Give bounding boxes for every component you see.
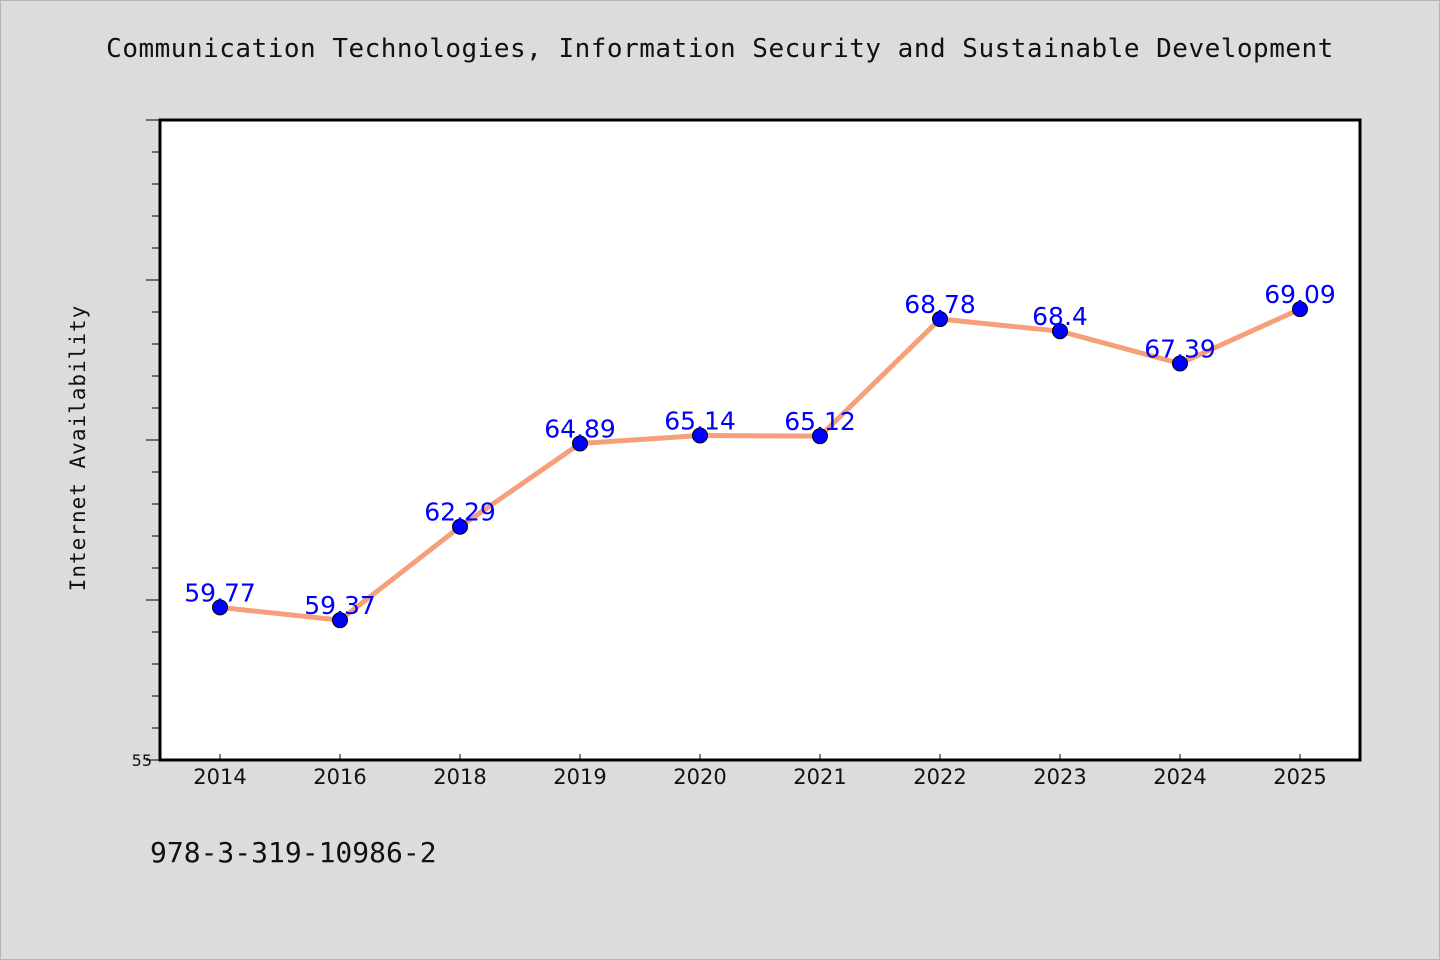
x-tick-label: 2025: [1273, 765, 1326, 789]
x-axis-ticks: 2014 2016 2018 2019 2020 2021 2022 2023 2024 2025: [193, 754, 1327, 789]
data-label: 59.37: [304, 591, 376, 620]
isbn-code: 978-3-319-10986-2: [150, 836, 437, 869]
data-label: 65.14: [664, 407, 736, 436]
data-label: 59.77: [184, 578, 256, 607]
data-point: [812, 428, 828, 445]
data-point: [452, 518, 468, 535]
data-label: 68.78: [904, 290, 976, 319]
series-layer: 59.77 59.37 62.29 64.89 65.14 65.12 68.78 68.4 6…: [184, 280, 1336, 629]
x-tick-label: 2023: [1033, 765, 1086, 789]
data-label: 68.4: [1032, 302, 1088, 331]
x-tick-label: 2020: [673, 765, 726, 789]
x-tick-label: 2024: [1153, 765, 1206, 789]
x-tick-label: 2018: [433, 765, 486, 789]
data-point: [1292, 301, 1308, 318]
x-tick-label: 2022: [913, 765, 966, 789]
data-label: 65.12: [784, 407, 856, 436]
data-point: [932, 311, 948, 328]
y-tick-label: 55: [132, 751, 152, 770]
data-label: 62.29: [424, 498, 496, 527]
data-point: [572, 435, 588, 452]
series-line: [219, 306, 1302, 623]
x-tick-label: 2019: [553, 765, 606, 789]
y-axis-ticks: 55: [132, 119, 160, 770]
data-point: [1052, 323, 1068, 340]
data-point: [212, 599, 228, 616]
data-point: [692, 427, 708, 444]
x-tick-label: 2016: [313, 765, 366, 789]
data-label: 69.09: [1264, 280, 1336, 309]
chart-title: Communication Technologies, Information …: [106, 34, 1334, 64]
data-label: 67.39: [1144, 335, 1216, 364]
data-label: 64.89: [544, 415, 616, 444]
data-point: [1172, 355, 1188, 372]
plot-area: [158, 118, 1362, 762]
data-point: [332, 612, 348, 629]
x-tick-label: 2014: [193, 765, 246, 789]
x-tick-label: 2021: [793, 765, 846, 789]
